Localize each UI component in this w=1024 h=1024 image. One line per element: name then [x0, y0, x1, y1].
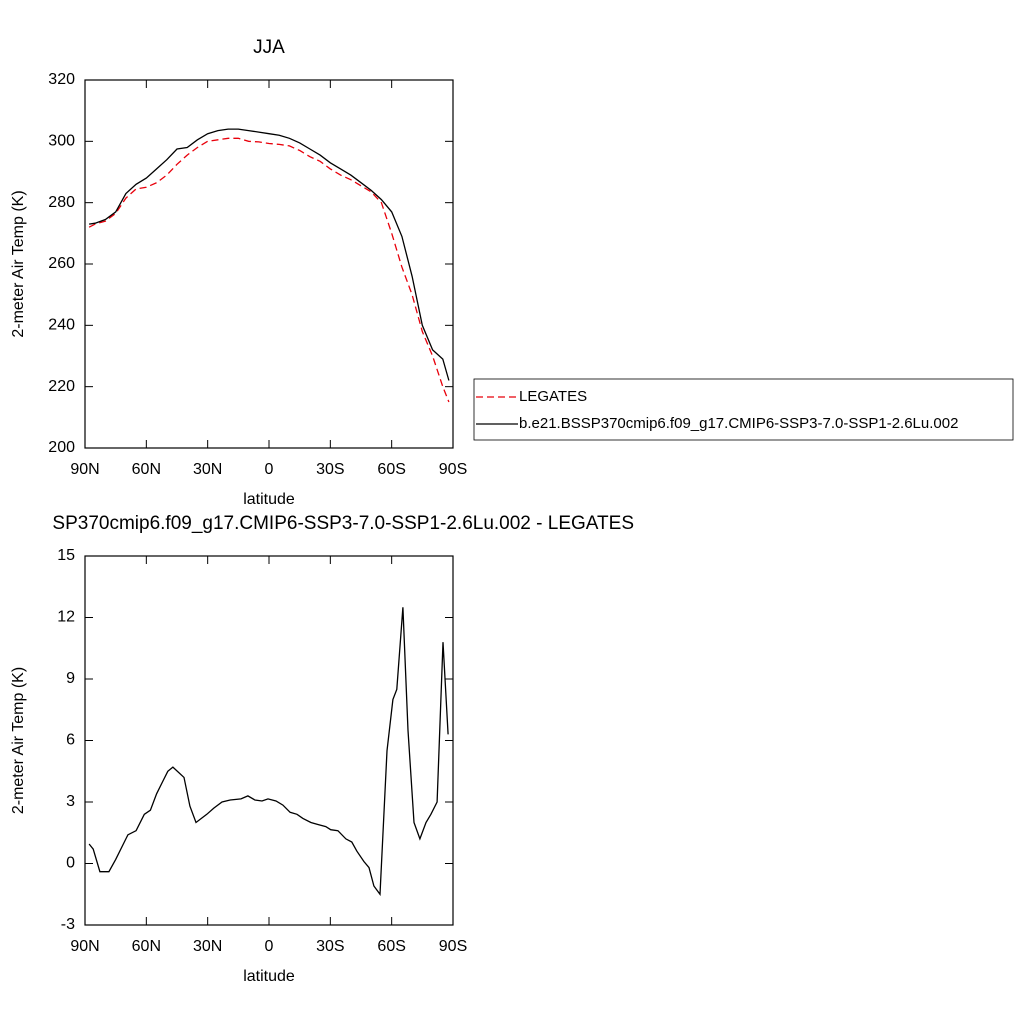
- x-tick-label: 90N: [70, 461, 99, 478]
- chart-title: SP370cmip6.f09_g17.CMIP6-SSP3-7.0-SSP1-2…: [52, 513, 634, 534]
- y-tick-label: 15: [57, 547, 75, 564]
- plot-frame: [84, 79, 454, 449]
- line-series: [88, 607, 449, 897]
- y-tick-label: 3: [66, 793, 75, 810]
- x-tick-label: 0: [265, 938, 274, 955]
- x-axis-label: latitude: [243, 968, 295, 985]
- line-series: [88, 137, 450, 403]
- y-tick-label: 0: [66, 855, 75, 872]
- x-tick-label: 30S: [316, 461, 344, 478]
- plot-frame: [84, 555, 454, 926]
- y-tick-label: 280: [48, 194, 75, 211]
- y-tick-label: 240: [48, 317, 75, 334]
- y-tick-label: 6: [66, 732, 75, 749]
- y-tick-label: 320: [48, 71, 75, 88]
- x-tick-label: 60S: [377, 461, 405, 478]
- x-tick-label: 60S: [377, 938, 405, 955]
- y-tick-label: 260: [48, 255, 75, 272]
- x-axis-label: latitude: [243, 491, 295, 508]
- y-axis-label: 2-meter Air Temp (K): [10, 190, 27, 337]
- y-tick-label: 220: [48, 378, 75, 395]
- x-tick-label: 90N: [70, 938, 99, 955]
- x-tick-label: 0: [265, 461, 274, 478]
- chart-title: JJA: [253, 37, 285, 58]
- x-tick-label: 60N: [132, 938, 161, 955]
- y-tick-label: -3: [61, 916, 75, 933]
- y-axis-label: 2-meter Air Temp (K): [10, 667, 27, 814]
- legend-label: LEGATES: [519, 388, 587, 405]
- y-tick-label: 200: [48, 439, 75, 456]
- y-tick-label: 300: [48, 133, 75, 150]
- legend-box: [473, 378, 1014, 441]
- x-tick-label: 30N: [193, 461, 222, 478]
- x-tick-label: 90S: [439, 461, 467, 478]
- x-tick-label: 90S: [439, 938, 467, 955]
- legend-label: b.e21.BSSP370cmip6.f09_g17.CMIP6-SSP3-7.…: [519, 415, 958, 432]
- y-tick-label: 12: [57, 609, 75, 626]
- y-tick-label: 9: [66, 670, 75, 687]
- x-tick-label: 30S: [316, 938, 344, 955]
- x-tick-label: 30N: [193, 938, 222, 955]
- x-tick-label: 60N: [132, 461, 161, 478]
- line-series: [89, 128, 450, 381]
